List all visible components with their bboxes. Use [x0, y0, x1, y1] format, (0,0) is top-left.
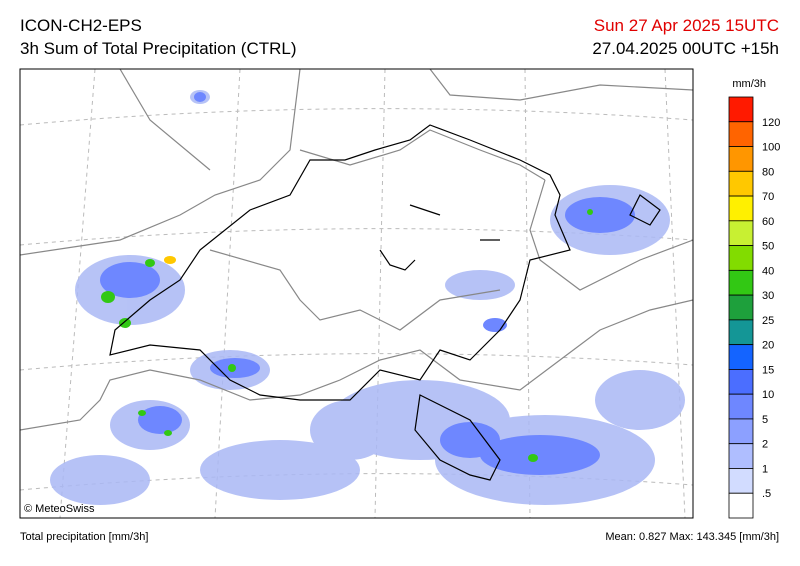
- colorbar-label: 60: [762, 216, 774, 228]
- swiss-border: [109, 124, 661, 481]
- colorbar-box: [728, 294, 754, 321]
- footer-right: Mean: 0.827 Max: 143.345 [mm/3h]: [605, 531, 779, 543]
- colorbar-label: 100: [762, 142, 780, 154]
- colorbar: mm/3h 120 100 80 70 60 50 40 30 25 20 15 10 5 2 1 .5: [728, 78, 780, 519]
- colorbar-label: 10: [762, 389, 774, 401]
- colorbar-label: 120: [762, 117, 780, 129]
- legend-unit: mm/3h: [732, 78, 766, 90]
- colorbar-box: [728, 492, 754, 519]
- footer-left: Total precipitation [mm/3h]: [20, 531, 148, 543]
- colorbar-label: 50: [762, 241, 774, 253]
- colorbar-box: [728, 418, 754, 445]
- map-credit: © MeteoSwiss: [24, 503, 95, 515]
- colorbar-box: [728, 170, 754, 197]
- colorbar-label: 80: [762, 166, 774, 178]
- colorbar-box: [728, 220, 754, 246]
- colorbar-box: [728, 319, 754, 346]
- colorbar-box: [728, 121, 754, 147]
- map: © MeteoSwiss: [19, 68, 694, 519]
- colorbar-label: 1: [762, 463, 768, 475]
- precip-heavy: [101, 209, 593, 462]
- colorbar-box: [728, 468, 754, 494]
- colorbar-label: 40: [762, 265, 774, 277]
- borders: [20, 69, 693, 431]
- precip-max: [164, 256, 176, 264]
- colorbar-box: [728, 146, 754, 172]
- field-title: 3h Sum of Total Precipitation (CTRL): [20, 39, 297, 58]
- colorbar-box: [728, 245, 754, 271]
- colorbar-label: 2: [762, 439, 768, 451]
- colorbar-label: 15: [762, 364, 774, 376]
- colorbar-box: [728, 96, 754, 123]
- colorbar-box: [728, 393, 754, 420]
- colorbar-box: [728, 344, 754, 370]
- colorbar-label: 20: [762, 340, 774, 352]
- colorbar-box: [728, 443, 754, 469]
- colorbar-label: 5: [762, 414, 768, 426]
- colorbar-box: [728, 269, 754, 296]
- colorbar-label: 25: [762, 315, 774, 327]
- colorbar-box: [728, 195, 754, 222]
- colorbar-label: 70: [762, 191, 774, 203]
- colorbar-label: .5: [762, 488, 771, 500]
- run-time: 27.04.2025 00UTC +15h: [592, 39, 779, 58]
- model-title: ICON-CH2-EPS: [20, 16, 142, 35]
- colorbar-box: [728, 369, 754, 395]
- valid-time: Sun 27 Apr 2025 15UTC: [594, 16, 779, 35]
- colorbar-label: 30: [762, 290, 774, 302]
